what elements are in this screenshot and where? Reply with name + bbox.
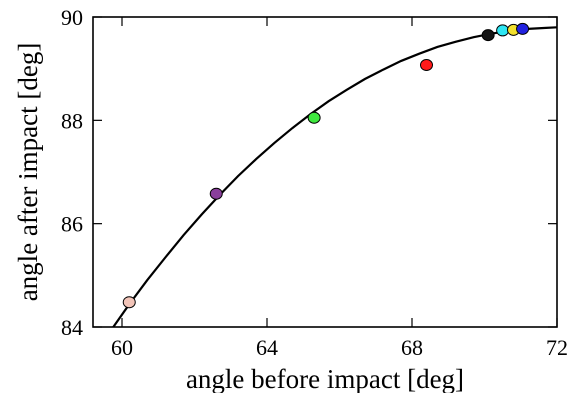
plot-frame: [92, 16, 558, 328]
y-axis-title: angle after impact [deg]: [13, 43, 43, 302]
y-tick-label-84: 84: [61, 315, 83, 340]
y-tick-label-86: 86: [61, 212, 83, 237]
ticks-layer: [93, 16, 558, 328]
x-tick-label-68: 68: [401, 335, 423, 360]
data-point-1: [122, 296, 136, 309]
data-point-5: [481, 29, 495, 42]
x-tick-label-72: 72: [546, 335, 568, 360]
x-tick-label-60: 60: [111, 335, 133, 360]
x-axis-title: angle before impact [deg]: [186, 364, 464, 393]
data-point-6: [496, 24, 510, 37]
data-point-4: [420, 59, 433, 72]
plot-area: [111, 22, 557, 327]
y-tick-label-90: 90: [61, 5, 83, 30]
tick-labels-layer: 60 64 68 72 84 86 88 90: [61, 5, 568, 360]
data-point-3: [307, 111, 321, 124]
y-tick-label-88: 88: [61, 108, 83, 133]
data-point-2: [209, 187, 223, 200]
x-tick-label-64: 64: [256, 335, 278, 360]
points-layer: [122, 22, 530, 309]
data-point-8: [516, 22, 530, 35]
